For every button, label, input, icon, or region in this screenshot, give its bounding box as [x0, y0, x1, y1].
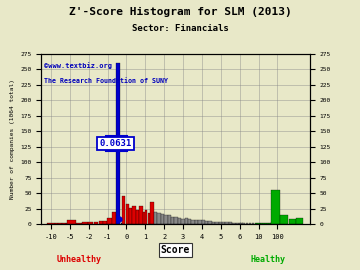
Y-axis label: Number of companies (1064 total): Number of companies (1064 total)	[10, 79, 15, 199]
Bar	[296, 218, 302, 224]
Bar	[145, 211, 147, 224]
Bar	[174, 217, 178, 224]
Text: Sector: Financials: Sector: Financials	[132, 24, 228, 33]
Bar	[229, 222, 232, 224]
Text: 0.0631: 0.0631	[99, 139, 132, 148]
Bar	[178, 218, 181, 224]
Bar	[116, 63, 120, 224]
Bar	[273, 222, 275, 224]
Bar	[150, 202, 154, 224]
Bar	[222, 222, 225, 224]
Bar	[94, 222, 98, 224]
Bar	[232, 223, 235, 224]
Bar	[143, 212, 146, 224]
Bar	[121, 223, 122, 224]
Bar	[157, 213, 161, 224]
Bar	[202, 220, 205, 224]
Bar	[212, 222, 215, 224]
Bar	[88, 222, 93, 224]
Text: Z'-Score Histogram for SLM (2013): Z'-Score Histogram for SLM (2013)	[69, 7, 291, 17]
Text: Healthy: Healthy	[251, 255, 285, 264]
Bar	[126, 204, 129, 224]
Bar	[185, 218, 188, 224]
Bar	[215, 222, 219, 224]
Bar	[154, 212, 157, 224]
Bar	[82, 222, 88, 224]
Bar	[267, 223, 269, 224]
Bar	[280, 215, 288, 224]
Bar	[219, 222, 222, 224]
Bar	[188, 219, 192, 224]
Bar	[148, 213, 150, 224]
Bar	[136, 211, 139, 224]
Bar	[171, 217, 174, 224]
Bar	[132, 205, 136, 224]
Bar	[235, 223, 239, 224]
Bar	[107, 218, 112, 224]
Bar	[269, 223, 271, 224]
Bar	[195, 220, 198, 224]
Text: The Research Foundation of SUNY: The Research Foundation of SUNY	[44, 78, 168, 84]
Bar	[271, 190, 280, 224]
Bar	[198, 220, 202, 224]
Text: ©www.textbiz.org: ©www.textbiz.org	[44, 62, 112, 69]
Bar	[139, 205, 143, 224]
Bar	[164, 215, 167, 224]
Bar	[161, 214, 164, 224]
Bar	[112, 212, 116, 224]
Bar	[225, 222, 229, 224]
Bar	[129, 208, 132, 224]
Bar	[47, 223, 55, 224]
Bar	[76, 223, 82, 224]
Bar	[271, 222, 273, 224]
Bar	[239, 223, 241, 224]
Bar	[289, 219, 296, 224]
Bar	[67, 220, 76, 224]
Bar	[192, 220, 195, 224]
Bar	[122, 196, 125, 224]
Text: Unhealthy: Unhealthy	[57, 255, 102, 264]
Bar	[242, 223, 245, 224]
Bar	[167, 215, 171, 224]
Bar	[181, 218, 185, 224]
Bar	[240, 223, 243, 224]
Bar	[205, 221, 208, 224]
Bar	[103, 221, 107, 224]
X-axis label: Score: Score	[161, 245, 190, 255]
Bar	[99, 221, 103, 224]
Bar	[208, 221, 212, 224]
